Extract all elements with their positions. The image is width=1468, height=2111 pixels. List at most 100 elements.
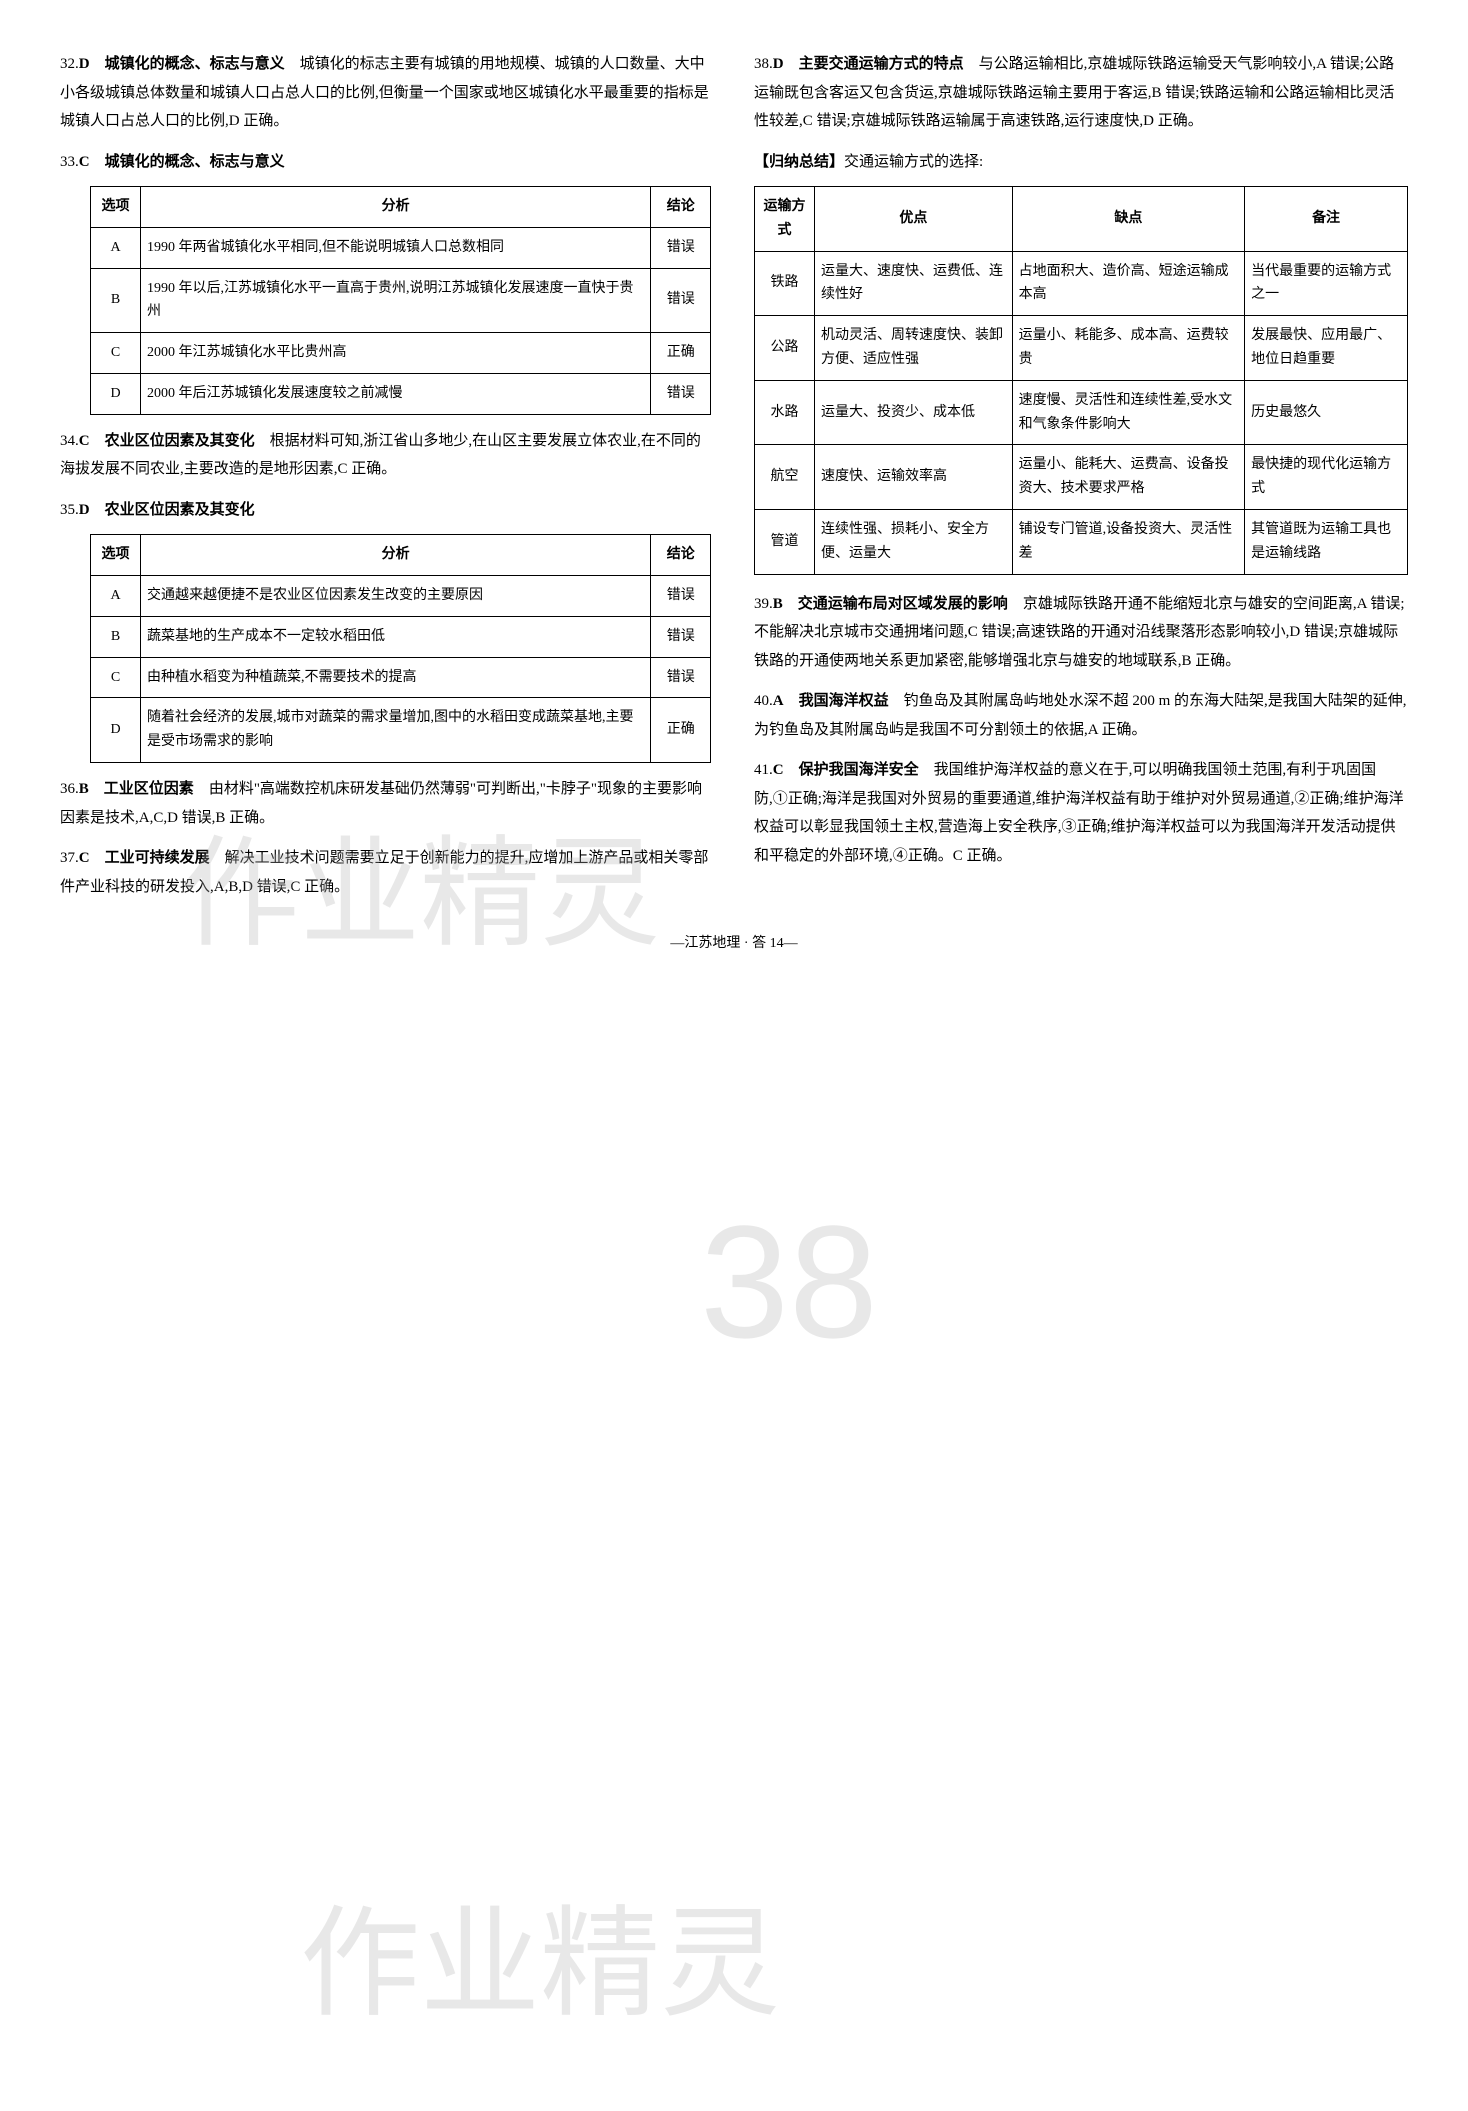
conclusion-cell: 错误 bbox=[651, 616, 711, 657]
option-cell: C bbox=[91, 657, 141, 698]
advantage-cell: 运量大、投资少、成本低 bbox=[815, 380, 1013, 445]
question-number: 39. bbox=[754, 596, 773, 612]
analysis-cell: 随着社会经济的发展,城市对蔬菜的需求量增加,图中的水稻田变成蔬菜基地,主要是受市… bbox=[141, 698, 651, 763]
page-footer: —江苏地理 · 答 14— bbox=[60, 931, 1408, 958]
question-38: 38.D 主要交通运输方式的特点 与公路运输相比,京雄城际铁路运输受天气影响较小… bbox=[754, 50, 1408, 136]
analysis-table: 选项 分析 结论 A 交通越来越便捷不是农业区位因素发生改变的主要原因 错误 B… bbox=[90, 534, 711, 763]
table-header: 分析 bbox=[141, 535, 651, 576]
mode-cell: 水路 bbox=[755, 380, 815, 445]
topic: 主要交通运输方式的特点 bbox=[799, 56, 964, 72]
topic: 工业可持续发展 bbox=[105, 850, 210, 866]
topic: 保护我国海洋安全 bbox=[799, 762, 919, 778]
conclusion-cell: 错误 bbox=[651, 268, 711, 333]
table-header: 备注 bbox=[1245, 187, 1408, 252]
option-cell: B bbox=[91, 616, 141, 657]
question-37: 37.C 工业可持续发展 解决工业技术问题需要立足于创新能力的提升,应增加上游产… bbox=[60, 844, 714, 901]
disadvantage-cell: 铺设专门管道,设备投资大、灵活性差 bbox=[1012, 509, 1244, 574]
conclusion-cell: 错误 bbox=[651, 227, 711, 268]
conclusion-cell: 错误 bbox=[651, 576, 711, 617]
table-row: D 2000 年后江苏城镇化发展速度较之前减慢 错误 bbox=[91, 373, 711, 414]
mode-cell: 铁路 bbox=[755, 251, 815, 316]
table-row: B 1990 年以后,江苏城镇化水平一直高于贵州,说明江苏城镇化发展速度一直快于… bbox=[91, 268, 711, 333]
topic: 工业区位因素 bbox=[104, 781, 194, 797]
note-cell: 最快捷的现代化运输方式 bbox=[1245, 445, 1408, 510]
question-39: 39.B 交通运输布局对区域发展的影响 京雄城际铁路开通不能缩短北京与雄安的空间… bbox=[754, 590, 1408, 676]
answer: D bbox=[773, 56, 784, 72]
conclusion-cell: 正确 bbox=[651, 698, 711, 763]
topic: 城镇化的概念、标志与意义 bbox=[105, 56, 285, 72]
table-header: 优点 bbox=[815, 187, 1013, 252]
analysis-cell: 蔬菜基地的生产成本不一定较水稻田低 bbox=[141, 616, 651, 657]
question-number: 36. bbox=[60, 781, 79, 797]
analysis-cell: 1990 年以后,江苏城镇化水平一直高于贵州,说明江苏城镇化发展速度一直快于贵州 bbox=[141, 268, 651, 333]
answer: C bbox=[79, 433, 90, 449]
summary-title: 交通运输方式的选择: bbox=[844, 154, 983, 170]
table-row: 管道 连续性强、损耗小、安全方便、运量大 铺设专门管道,设备投资大、灵活性差 其… bbox=[755, 509, 1408, 574]
question-number: 38. bbox=[754, 56, 773, 72]
table-row: B 蔬菜基地的生产成本不一定较水稻田低 错误 bbox=[91, 616, 711, 657]
topic: 交通运输布局对区域发展的影响 bbox=[798, 596, 1008, 612]
question-36: 36.B 工业区位因素 由材料"高端数控机床研发基础仍然薄弱"可判断出,"卡脖子… bbox=[60, 775, 714, 832]
advantage-cell: 速度快、运输效率高 bbox=[815, 445, 1013, 510]
question-number: 34. bbox=[60, 433, 79, 449]
table-header: 结论 bbox=[651, 187, 711, 228]
topic: 我国海洋权益 bbox=[799, 693, 889, 709]
advantage-cell: 运量大、速度快、运费低、连续性好 bbox=[815, 251, 1013, 316]
answer: B bbox=[79, 781, 89, 797]
advantage-cell: 机动灵活、周转速度快、装卸方便、适应性强 bbox=[815, 316, 1013, 381]
answer: D bbox=[79, 502, 90, 518]
topic: 农业区位因素及其变化 bbox=[105, 433, 255, 449]
table-header: 选项 bbox=[91, 535, 141, 576]
table-row: 公路 机动灵活、周转速度快、装卸方便、适应性强 运量小、耗能多、成本高、运费较贵… bbox=[755, 316, 1408, 381]
answer: C bbox=[79, 154, 90, 170]
question-41: 41.C 保护我国海洋安全 我国维护海洋权益的意义在于,可以明确我国领土范围,有… bbox=[754, 756, 1408, 870]
note-cell: 历史最悠久 bbox=[1245, 380, 1408, 445]
conclusion-cell: 正确 bbox=[651, 333, 711, 374]
question-number: 33. bbox=[60, 154, 79, 170]
question-34: 34.C 农业区位因素及其变化 根据材料可知,浙江省山多地少,在山区主要发展立体… bbox=[60, 427, 714, 484]
table-header: 结论 bbox=[651, 535, 711, 576]
mode-cell: 公路 bbox=[755, 316, 815, 381]
mode-cell: 管道 bbox=[755, 509, 815, 574]
disadvantage-cell: 运量小、能耗大、运费高、设备投资大、技术要求严格 bbox=[1012, 445, 1244, 510]
summary-table: 运输方式 优点 缺点 备注 铁路 运量大、速度快、运费低、连续性好 占地面积大、… bbox=[754, 186, 1408, 575]
answer: B bbox=[773, 596, 783, 612]
disadvantage-cell: 速度慢、灵活性和连续性差,受水文和气象条件影响大 bbox=[1012, 380, 1244, 445]
table-row: D 随着社会经济的发展,城市对蔬菜的需求量增加,图中的水稻田变成蔬菜基地,主要是… bbox=[91, 698, 711, 763]
advantage-cell: 连续性强、损耗小、安全方便、运量大 bbox=[815, 509, 1013, 574]
conclusion-cell: 错误 bbox=[651, 657, 711, 698]
question-number: 41. bbox=[754, 762, 773, 778]
question-35: 35.D 农业区位因素及其变化 选项 分析 结论 A 交通越来越便捷不是农业区位… bbox=[60, 496, 714, 763]
note-cell: 当代最重要的运输方式之一 bbox=[1245, 251, 1408, 316]
table-header: 缺点 bbox=[1012, 187, 1244, 252]
table-row: 水路 运量大、投资少、成本低 速度慢、灵活性和连续性差,受水文和气象条件影响大 … bbox=[755, 380, 1408, 445]
answer: A bbox=[773, 693, 784, 709]
topic: 农业区位因素及其变化 bbox=[105, 502, 255, 518]
summary-label: 【归纳总结】 bbox=[754, 154, 844, 170]
disadvantage-cell: 占地面积大、造价高、短途运输成本高 bbox=[1012, 251, 1244, 316]
question-number: 35. bbox=[60, 502, 79, 518]
table-row: 铁路 运量大、速度快、运费低、连续性好 占地面积大、造价高、短途运输成本高 当代… bbox=[755, 251, 1408, 316]
mode-cell: 航空 bbox=[755, 445, 815, 510]
table-header: 运输方式 bbox=[755, 187, 815, 252]
table-row: C 2000 年江苏城镇化水平比贵州高 正确 bbox=[91, 333, 711, 374]
watermark: 作业精灵 bbox=[300, 1850, 780, 2078]
table-row: A 交通越来越便捷不是农业区位因素发生改变的主要原因 错误 bbox=[91, 576, 711, 617]
answer: C bbox=[79, 850, 90, 866]
analysis-cell: 2000 年江苏城镇化水平比贵州高 bbox=[141, 333, 651, 374]
option-cell: B bbox=[91, 268, 141, 333]
topic: 城镇化的概念、标志与意义 bbox=[105, 154, 285, 170]
analysis-cell: 由种植水稻变为种植蔬菜,不需要技术的提高 bbox=[141, 657, 651, 698]
table-row: 航空 速度快、运输效率高 运量小、能耗大、运费高、设备投资大、技术要求严格 最快… bbox=[755, 445, 1408, 510]
question-40: 40.A 我国海洋权益 钓鱼岛及其附属岛屿地处水深不超 200 m 的东海大陆架… bbox=[754, 687, 1408, 744]
table-header: 选项 bbox=[91, 187, 141, 228]
analysis-table: 选项 分析 结论 A 1990 年两省城镇化水平相同,但不能说明城镇人口总数相同… bbox=[90, 186, 711, 415]
question-number: 32. bbox=[60, 56, 79, 72]
table-row: C 由种植水稻变为种植蔬菜,不需要技术的提高 错误 bbox=[91, 657, 711, 698]
table-row: A 1990 年两省城镇化水平相同,但不能说明城镇人口总数相同 错误 bbox=[91, 227, 711, 268]
disadvantage-cell: 运量小、耗能多、成本高、运费较贵 bbox=[1012, 316, 1244, 381]
table-header: 分析 bbox=[141, 187, 651, 228]
analysis-cell: 交通越来越便捷不是农业区位因素发生改变的主要原因 bbox=[141, 576, 651, 617]
summary-section: 【归纳总结】交通运输方式的选择: 运输方式 优点 缺点 备注 铁路 运量大、速度… bbox=[754, 148, 1408, 575]
watermark: 38 bbox=[700, 1130, 878, 1434]
